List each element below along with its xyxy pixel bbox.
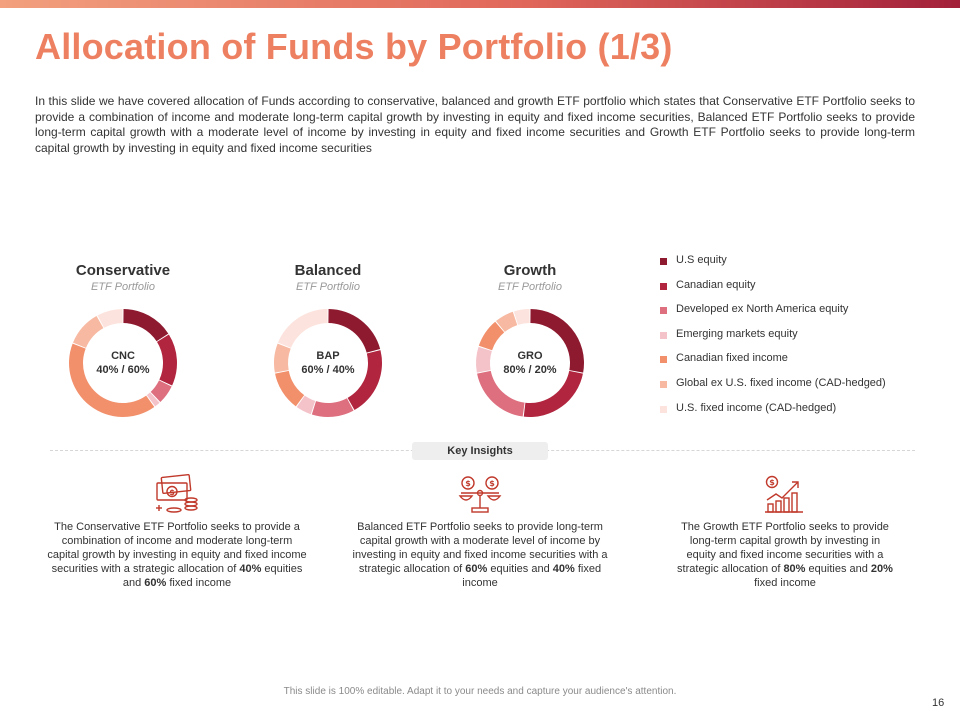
donut-slice-developed-ex-na-equity xyxy=(311,398,354,417)
svg-text:$: $ xyxy=(465,479,471,488)
donut-slice-canadian-equity xyxy=(523,370,583,417)
legend-swatch xyxy=(660,282,667,290)
footer-note: This slide is 100% editable. Adapt it to… xyxy=(283,686,677,697)
legend-swatch xyxy=(660,307,667,315)
legend-label: Global ex U.S. fixed income (CAD-hedged) xyxy=(676,376,886,389)
donut-growth: GRO 80% / 20% xyxy=(476,309,584,417)
insight-text: fixed income xyxy=(166,577,232,589)
legend-label: Canadian fixed income xyxy=(676,352,788,365)
donut-slice-global-ex-us-fixed-income xyxy=(72,315,104,348)
donut-slice-canadian-fixed-income xyxy=(275,370,305,407)
fixed-income-percent: 40% xyxy=(552,563,575,575)
chart-legend: U.S equity Canadian equity Developed ex … xyxy=(660,254,886,426)
donut-slice-us-fixed-income xyxy=(97,309,123,328)
top-accent-bar xyxy=(0,0,960,8)
donut-slice-global-ex-us-fixed-income xyxy=(495,311,518,332)
insight-growth: The Growth ETF Portfolio seeks to provid… xyxy=(675,520,895,590)
insight-text: The Growth ETF Portfolio seeks to provid… xyxy=(677,521,889,575)
donut-slice-emerging-markets-equity xyxy=(296,395,316,415)
fixed-income-percent: 20% xyxy=(870,563,893,575)
donut-slice-developed-ex-na-equity xyxy=(477,370,525,417)
legend-item: Canadian fixed income xyxy=(660,352,886,377)
insight-text: equities and xyxy=(487,563,553,575)
legend-item: Global ex U.S. fixed income (CAD-hedged) xyxy=(660,377,886,402)
center-code: GRO xyxy=(517,350,543,362)
key-insights-label: Key Insights xyxy=(412,442,548,460)
legend-item: U.S equity xyxy=(660,254,886,279)
insight-balanced: Balanced ETF Portfolio seeks to provide … xyxy=(350,520,610,590)
donut-balanced: BAP 60% / 40% xyxy=(274,309,382,417)
donut-slice-us-fixed-income xyxy=(277,309,328,348)
page-number: 16 xyxy=(932,697,945,709)
donut-slice-us-fixed-income xyxy=(513,309,530,325)
chart-title: Conservative xyxy=(75,262,171,279)
donut-slice-emerging-markets-equity xyxy=(146,392,160,407)
donut-slice-canadian-fixed-income xyxy=(69,343,155,417)
legend-swatch xyxy=(660,356,667,364)
center-ratio: 60% / 40% xyxy=(301,364,354,376)
chart-subtitle: ETF Portfolio xyxy=(498,281,562,293)
intro-paragraph: In this slide we have covered allocation… xyxy=(35,94,915,155)
chart-title: Growth xyxy=(503,262,557,279)
insight-text: equities and xyxy=(122,563,303,589)
center-code: BAP xyxy=(316,350,339,362)
legend-label: Emerging markets equity xyxy=(676,327,798,340)
donut-slice-developed-ex-na-equity xyxy=(150,380,172,402)
chart-title: Balanced xyxy=(294,262,362,279)
chart-growth: Growth ETF Portfolio GRO 80% / 20% xyxy=(450,262,610,419)
legend-item: Emerging markets equity xyxy=(660,328,886,353)
donut-conservative: CNC 40% / 60% xyxy=(69,309,177,417)
svg-text:$: $ xyxy=(489,479,495,488)
insight-text: fixed income xyxy=(754,577,816,589)
donut-slice-emerging-markets-equity xyxy=(476,346,492,373)
center-ratio: 80% / 20% xyxy=(503,364,556,376)
legend-label: U.S equity xyxy=(676,254,727,266)
svg-text:$: $ xyxy=(169,488,175,497)
legend-swatch xyxy=(660,331,667,339)
equity-percent: 60% xyxy=(465,563,488,575)
money-icon: $ xyxy=(156,474,198,513)
legend-swatch xyxy=(660,258,667,265)
chart-conservative: Conservative ETF Portfolio CNC 40% / 60% xyxy=(43,262,203,419)
svg-text:$: $ xyxy=(769,478,775,487)
legend-label: Canadian equity xyxy=(676,278,756,291)
chart-subtitle: ETF Portfolio xyxy=(296,281,360,293)
donut-slice-us-equity xyxy=(328,309,381,353)
insight-text: Balanced ETF Portfolio seeks to provide … xyxy=(352,521,608,575)
insight-text: fixed income xyxy=(462,563,602,589)
balance-scale-icon: $ $ xyxy=(458,476,502,513)
growth-chart-icon: $ xyxy=(765,475,803,513)
legend-item: Canadian equity xyxy=(660,279,886,304)
donut-slice-global-ex-us-fixed-income xyxy=(274,343,291,373)
fixed-income-percent: 60% xyxy=(144,577,167,589)
center-ratio: 40% / 60% xyxy=(96,364,149,376)
chart-balanced: Balanced ETF Portfolio BAP 60% / 40% xyxy=(248,262,408,419)
legend-item: Developed ex North America equity xyxy=(660,303,886,328)
page-title: Allocation of Funds by Portfolio (1/3) xyxy=(35,26,673,67)
center-code: CNC xyxy=(111,350,135,362)
donut-slice-canadian-equity xyxy=(156,334,177,386)
chart-subtitle: ETF Portfolio xyxy=(91,281,155,293)
equity-percent: 80% xyxy=(783,563,806,575)
insight-text: equities and xyxy=(805,563,871,575)
donut-slice-canadian-fixed-income xyxy=(478,321,505,351)
donut-slice-us-equity xyxy=(530,309,584,373)
legend-label: U.S. fixed income (CAD-hedged) xyxy=(676,401,837,414)
equity-percent: 40% xyxy=(239,563,262,575)
legend-label: Developed ex North America equity xyxy=(676,303,849,316)
legend-swatch xyxy=(660,380,667,388)
donut-slice-us-equity xyxy=(123,309,169,342)
legend-item: U.S. fixed income (CAD-hedged) xyxy=(660,402,886,427)
insight-text: The Conservative ETF Portfolio seeks to … xyxy=(47,521,307,575)
donut-slice-canadian-equity xyxy=(347,350,382,411)
legend-swatch xyxy=(660,405,667,413)
insight-conservative: The Conservative ETF Portfolio seeks to … xyxy=(47,520,307,590)
